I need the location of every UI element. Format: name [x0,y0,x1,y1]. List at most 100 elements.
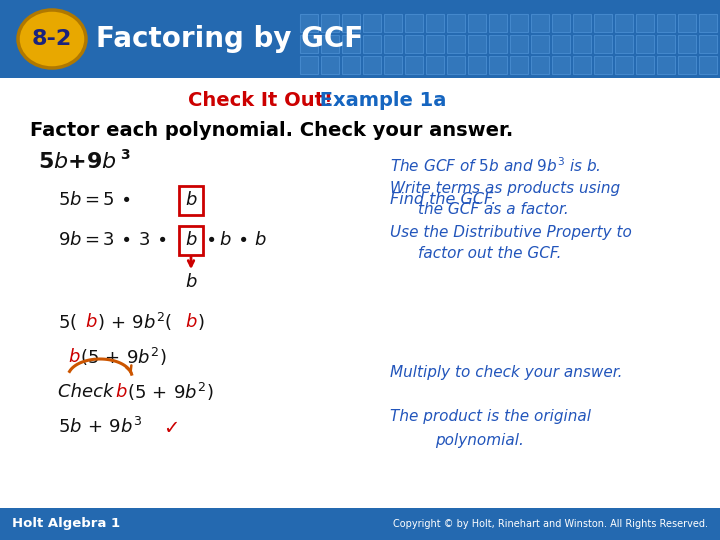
Text: $5b = 5\,\bullet$: $5b = 5\,\bullet$ [58,191,131,209]
Text: $\mathbf{5\mathit{b}}$$\mathbf{ + 9\mathit{b}}$: $\mathbf{5\mathit{b}}$$\mathbf{ + 9\math… [38,152,117,172]
Bar [657,14,675,32]
Bar [468,35,486,53]
Text: Write terms as products using: Write terms as products using [390,180,620,195]
Text: Factor each polynomial. Check your answer.: Factor each polynomial. Check your answe… [30,120,513,139]
Text: Copyright © by Holt, Rinehart and Winston. All Rights Reserved.: Copyright © by Holt, Rinehart and Winsto… [393,519,708,529]
Bar [468,14,486,32]
Bar [363,56,381,74]
Bar [636,56,654,74]
Bar [321,56,339,74]
Text: Holt Algebra 1: Holt Algebra 1 [12,517,120,530]
Bar [510,56,528,74]
Bar [678,14,696,32]
Text: $\bullet\,b\,\bullet\,b$: $\bullet\,b\,\bullet\,b$ [205,231,267,249]
FancyBboxPatch shape [179,226,203,255]
Bar [405,14,423,32]
Bar [426,14,444,32]
Bar [657,35,675,53]
Text: $\checkmark$: $\checkmark$ [163,417,178,436]
Text: Example 1a: Example 1a [313,91,446,110]
Ellipse shape [18,10,86,68]
Bar [489,14,507,32]
Text: polynomial.: polynomial. [435,433,524,448]
Text: Multiply to check your answer.: Multiply to check your answer. [390,364,623,380]
Bar [510,14,528,32]
Bar [678,56,696,74]
Bar [552,56,570,74]
Bar [573,35,591,53]
Bar [384,14,402,32]
Bar [426,56,444,74]
Bar [531,56,549,74]
Bar [0,0,720,78]
Bar [321,35,339,53]
Bar [594,35,612,53]
Text: $b$: $b$ [115,383,127,401]
Text: 8-2: 8-2 [32,29,72,49]
Bar [594,56,612,74]
Bar [699,56,717,74]
Bar [363,14,381,32]
Text: The product is the original: The product is the original [390,409,591,424]
Bar [552,14,570,32]
Bar [342,35,360,53]
Bar [384,56,402,74]
Bar [489,35,507,53]
Bar [363,35,381,53]
Bar [594,14,612,32]
Bar [531,35,549,53]
Bar [531,14,549,32]
Text: $)\,+\,9b^2($: $)\,+\,9b^2($ [97,311,172,333]
Text: Use the Distributive Property to: Use the Distributive Property to [390,225,632,240]
Bar [321,14,339,32]
Text: $5b\,+\,9b^3$: $5b\,+\,9b^3$ [58,417,142,437]
Text: The GCF of $5b$ and $9b^3$ is $b$.: The GCF of $5b$ and $9b^3$ is $b$. [390,157,600,176]
Bar [342,14,360,32]
Bar [447,35,465,53]
Text: the GCF as a factor.: the GCF as a factor. [418,202,569,218]
Text: $b$: $b$ [185,191,197,209]
Text: $5($: $5($ [58,312,77,332]
Text: Check It Out!: Check It Out! [188,91,333,110]
Bar [489,56,507,74]
Bar [300,56,318,74]
Text: $(5\,+\,9b^2)$: $(5\,+\,9b^2)$ [80,346,166,368]
Text: $(5\,+\,9b^2)$: $(5\,+\,9b^2)$ [127,381,214,403]
Bar [636,14,654,32]
Bar [405,56,423,74]
Bar [615,56,633,74]
Bar [699,14,717,32]
Bar [615,14,633,32]
Bar [342,56,360,74]
Text: Check: Check [58,383,119,401]
Text: Find the GCF.: Find the GCF. [390,192,496,207]
Bar [573,56,591,74]
Bar [447,14,465,32]
Text: $b$: $b$ [85,313,98,331]
Bar [405,35,423,53]
Bar [510,35,528,53]
Bar [300,35,318,53]
Bar [300,14,318,32]
Text: Factoring by GCF: Factoring by GCF [96,25,363,53]
Text: $b$: $b$ [185,231,197,249]
Bar [468,56,486,74]
Bar [657,56,675,74]
Text: $b$: $b$ [185,313,197,331]
Text: $b$: $b$ [185,273,197,291]
Bar [678,35,696,53]
FancyBboxPatch shape [179,186,203,215]
Text: $\mathbf{3}$: $\mathbf{3}$ [120,148,130,162]
Bar [426,35,444,53]
Bar [384,35,402,53]
Bar [447,56,465,74]
Text: $b$: $b$ [68,348,81,366]
Text: $)$: $)$ [197,312,204,332]
Text: $9b = 3\,\bullet\,3\,\bullet$: $9b = 3\,\bullet\,3\,\bullet$ [58,231,167,249]
Bar [699,35,717,53]
Bar [636,35,654,53]
Bar [573,14,591,32]
Bar [0,508,720,540]
Bar [552,35,570,53]
Bar [615,35,633,53]
